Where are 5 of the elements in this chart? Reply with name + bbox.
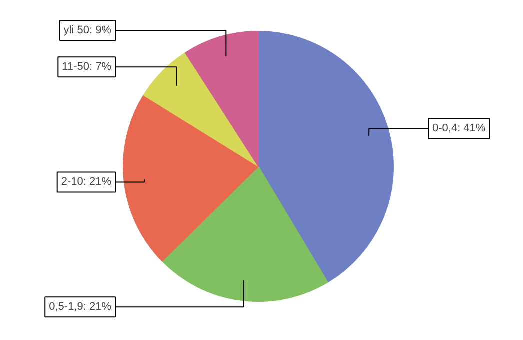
slice-label: 2-10: 21% [61,176,112,188]
slice-label: 11-50: 7% [62,61,112,74]
slice-label: 0-0,4: 41% [432,122,486,135]
slice-label: yli 50: 9% [64,24,112,36]
slice-label: 0,5-1,9: 21% [49,301,112,314]
